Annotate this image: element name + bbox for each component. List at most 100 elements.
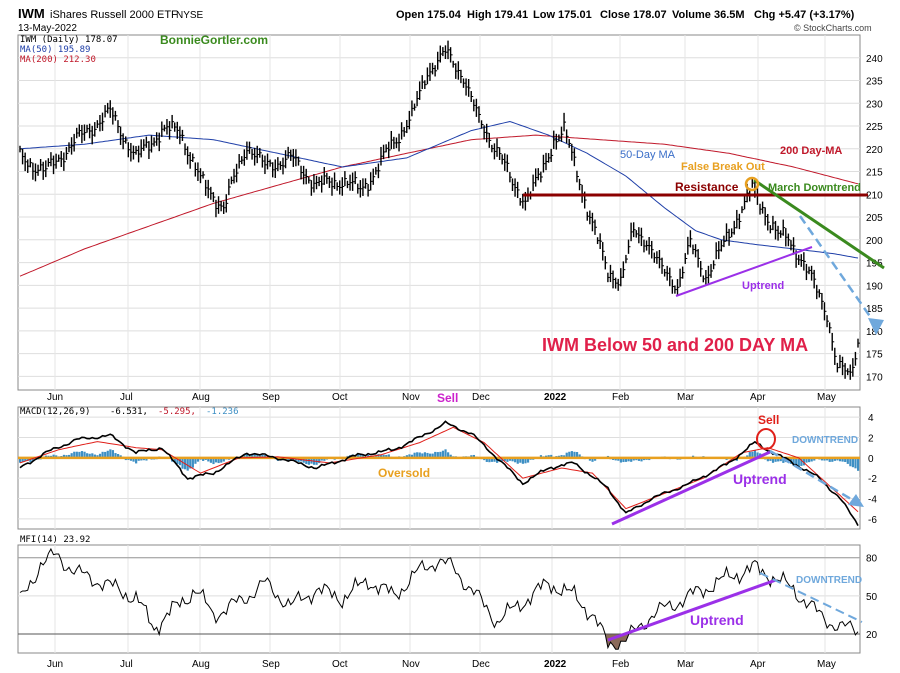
macd-histogram-bar — [207, 457, 210, 462]
macd-histogram-bar — [83, 451, 86, 459]
macd-histogram-bar — [416, 452, 419, 459]
macd-histogram-bar — [202, 457, 205, 461]
ma200-line — [19, 134, 859, 277]
macd-histogram-bar — [485, 457, 488, 462]
y-tick-label: 20 — [866, 630, 878, 641]
macd-histogram-bar — [434, 451, 437, 459]
x-tick-label: Dec — [472, 392, 490, 403]
macd-uptrend-label: Uptrend — [733, 471, 787, 487]
macd-histogram-bar — [820, 457, 824, 461]
macd-histogram-bar — [70, 453, 73, 459]
macd-histogram-bar — [140, 457, 143, 461]
macd-histogram-bar — [29, 457, 32, 463]
macd-histogram-bar — [52, 454, 55, 459]
macd-histogram-bar — [245, 454, 249, 459]
macd-histogram-bar — [377, 454, 380, 459]
macd-histogram-bar — [426, 452, 429, 459]
macd-histogram-bar — [841, 457, 844, 462]
macd-histogram-bar — [73, 451, 76, 459]
y-tick-label: 80 — [866, 554, 878, 565]
high-value: High 179.41 — [467, 9, 528, 21]
macd-sell-circle — [756, 428, 776, 450]
macd-histogram-bar — [846, 457, 849, 464]
macd-histogram-bar — [792, 457, 795, 466]
macd-histogram-bar — [253, 454, 256, 459]
macd-histogram-bar — [413, 452, 416, 459]
macd-histogram-bar — [145, 457, 148, 461]
y-tick-label: 180 — [866, 327, 883, 338]
y-tick-label: 2 — [868, 434, 874, 445]
macd-histogram-bar — [753, 450, 757, 459]
x-tick-label: Aug — [192, 392, 210, 403]
macd-histogram-bar — [320, 457, 323, 461]
y-tick-label: 4 — [868, 413, 874, 424]
macd-histogram-bar — [19, 457, 22, 463]
macd-histogram-bar — [98, 453, 102, 459]
macd-histogram-bar — [526, 457, 530, 463]
y-tick-label: 50 — [866, 592, 878, 603]
y-tick-label: 210 — [866, 190, 883, 201]
macd-histogram-bar — [637, 457, 641, 461]
macd-histogram-bar — [137, 457, 140, 461]
macd-histogram-bar — [503, 457, 506, 461]
price-legend: IWM (Daily) 178.07 — [20, 35, 118, 45]
macd-histogram-bar — [575, 452, 579, 459]
macd-histogram-bar — [769, 457, 772, 461]
macd-histogram-bar — [756, 452, 759, 459]
macd-histogram-bar — [823, 457, 826, 461]
macd-histogram-bar — [80, 451, 84, 459]
macd-histogram-bar — [359, 454, 362, 459]
price-bars — [19, 40, 860, 380]
macd-histogram-bar — [808, 457, 811, 463]
macd-lines — [18, 420, 860, 526]
macd-downtrend-arrow — [848, 494, 864, 507]
macd-histogram-bar — [178, 457, 182, 466]
macd-histogram-bar — [135, 457, 138, 464]
false-breakout-annotation: False Break Out — [681, 161, 765, 173]
macd-histogram-bar — [86, 453, 89, 459]
macd-histogram-bar — [614, 457, 617, 461]
macd-histogram-bar — [828, 457, 831, 462]
change-value: Chg +5.47 (+3.17%) — [754, 9, 855, 21]
macd-histogram-bar — [493, 457, 496, 462]
macd-histogram-bar — [129, 457, 133, 461]
ma200-path — [19, 134, 859, 277]
macd-histogram-bar — [782, 457, 785, 463]
macd-histogram-bar — [751, 451, 754, 459]
source-credit: © StockCharts.com — [794, 23, 872, 33]
oversold-label: Oversold — [378, 466, 430, 480]
macd-histogram-bar — [209, 457, 213, 463]
macd-legend-hist: -1.236 — [206, 407, 239, 417]
macd-histogram-bar — [323, 457, 326, 461]
x-tick-label: Apr — [750, 659, 766, 670]
macd-histogram-bar — [176, 457, 179, 464]
macd-histogram-bar — [490, 457, 494, 462]
mfi-legend: MFI(14) 23.92 — [20, 535, 90, 545]
mfi-x-axis: Jun Jul Aug Sep Oct Nov Dec 2022 Feb Mar Apr May — [47, 659, 836, 670]
x-tick-label: May — [817, 659, 836, 670]
macd-histogram-bar — [511, 457, 514, 462]
x-tick-label: Jun — [47, 659, 63, 670]
macd-histogram-bar — [627, 457, 630, 462]
macd-histogram-bar — [351, 454, 354, 459]
macd-histogram-bar — [318, 457, 321, 464]
y-tick-label: 200 — [866, 236, 883, 247]
march-downtrend-annotation: March Downtrend — [768, 182, 861, 194]
macd-histogram-bar — [488, 457, 491, 463]
macd-histogram-bar — [173, 457, 176, 463]
y-tick-label: 205 — [866, 213, 883, 224]
macd-histogram-bar — [305, 457, 308, 465]
macd-histogram-bar — [777, 457, 780, 462]
macd-histogram-bar — [408, 454, 411, 459]
y-tick-label: 215 — [866, 168, 883, 179]
macd-histogram-bar — [423, 452, 427, 459]
march-downtrend-line — [753, 178, 885, 270]
close-value: Close 178.07 — [600, 9, 667, 21]
macd-histogram-bar — [26, 457, 29, 461]
macd-histogram-bar — [93, 454, 96, 459]
macd-histogram-bar — [849, 457, 852, 467]
macd-histogram-bar — [111, 450, 115, 459]
macd-histogram-bar — [104, 451, 107, 459]
macd-histogram-bar — [506, 457, 509, 462]
ma200-legend: MA(200) 212.30 — [20, 55, 96, 65]
